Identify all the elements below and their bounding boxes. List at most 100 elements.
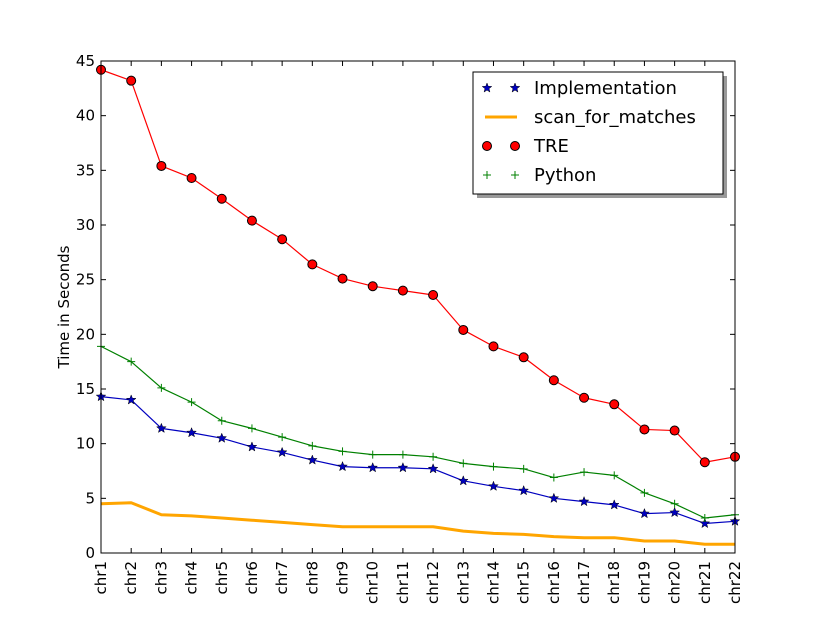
legend-marker [483,171,491,179]
data-point [186,172,197,183]
x-tick-label: chr14 [484,561,502,604]
data-point [548,375,559,386]
y-axis-label: Time in Seconds [55,245,73,369]
data-point [488,341,499,352]
x-tick-label: chr5 [213,561,231,594]
x-tick-label: chr19 [635,561,653,604]
series-line [100,396,736,525]
x-tick-label: chr8 [303,561,321,594]
series-tre [96,64,740,468]
data-point [549,473,558,482]
data-point [699,517,711,529]
data-point [278,433,287,442]
legend-marker [510,141,520,151]
data-point [457,475,469,486]
data-point [608,499,620,510]
data-point [669,425,680,436]
data-point [610,471,619,480]
data-point [518,484,530,496]
data-point [700,514,709,523]
legend-entry: Implementation [481,78,677,99]
x-tick-label: chr9 [334,561,352,594]
legend-label: Python [534,165,596,186]
legend-label: scan_for_matches [534,107,696,128]
legend-marker [511,171,519,179]
x-tick-label: chr6 [243,561,261,594]
x-tick-label: chr11 [394,561,412,604]
legend-marker [482,141,492,151]
data-point [397,285,408,296]
x-tick-label: chr2 [122,561,140,594]
legend-label: Implementation [534,78,677,99]
legend-marker [509,82,521,93]
data-point [338,447,347,456]
x-tick-label: chr1 [92,561,110,594]
data-point [638,507,650,519]
data-point [216,193,227,204]
series-python [97,342,739,523]
data-point [427,463,439,474]
legend-label: TRE [533,136,569,157]
legend-entry: scan_for_matches [485,107,696,128]
data-point [155,422,167,433]
data-point [247,424,256,433]
data-point [429,452,438,461]
data-point [578,495,590,507]
data-point [216,432,228,443]
legend-entry: Python [483,165,596,186]
data-point [337,273,348,284]
data-point [368,450,377,459]
data-point [367,462,379,473]
series-layer [95,64,741,546]
data-point [217,416,226,425]
y-tick-label: 40 [76,107,95,125]
x-tick-label: chr3 [152,561,170,594]
data-point [186,427,198,438]
x-tick-label: chr12 [424,561,442,604]
x-tick-label: chr20 [666,561,684,604]
data-point [277,234,288,245]
y-tick-label: 20 [76,325,95,343]
data-point [428,289,439,300]
data-point [458,324,469,335]
data-point [609,399,620,410]
series-line [100,501,735,546]
axes-layer: 0 5 10 15 20 25 30 35 40 45 chr1 chr2 chr3 chr4 chr5 ch… [76,52,744,604]
data-point [246,441,258,452]
y-tick-label: 15 [76,380,95,398]
series-scan-for-matches [100,501,735,546]
data-point [639,424,650,435]
x-tick-label: chr13 [454,561,472,604]
data-point [579,392,590,403]
legend: Implementation scan_for_matches TRE Python [472,71,727,198]
y-tick-label: 30 [76,216,95,234]
data-point [519,464,528,473]
axes-frame [100,60,736,554]
y-tick-label: 35 [76,161,95,179]
data-point [670,499,679,508]
x-tick-label: chr22 [726,561,744,604]
data-point [459,459,468,468]
data-point [669,506,681,518]
y-tick-label: 25 [76,271,95,289]
data-point [127,357,136,366]
data-point [126,75,137,86]
data-point [367,281,378,292]
data-point [187,398,196,407]
x-tick-label: chr16 [545,561,563,604]
data-point [518,352,529,363]
data-point [276,446,288,458]
data-point [488,480,499,491]
x-tick-label: chr4 [183,561,201,594]
x-tick-label: chr7 [273,561,291,594]
x-tick-label: chr18 [605,561,623,604]
series-line [100,345,736,519]
data-point [397,462,409,473]
legend-marker [481,82,493,93]
data-point [398,450,407,459]
data-point [337,460,348,472]
x-tick-label: chr10 [364,561,382,604]
x-tick-label: chr17 [575,561,593,604]
series-line [100,69,736,463]
